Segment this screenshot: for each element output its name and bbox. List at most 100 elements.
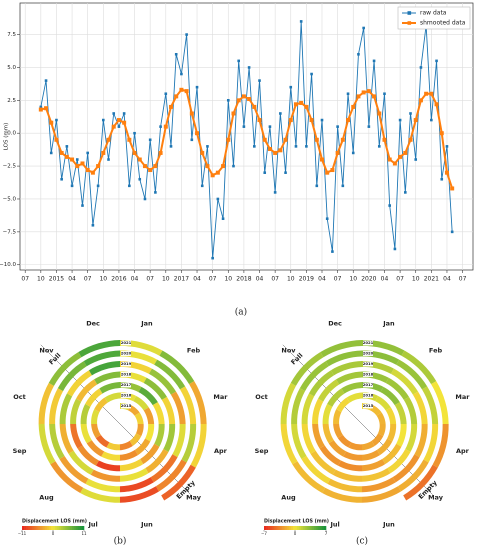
data-point: [206, 145, 209, 148]
data-point: [413, 118, 418, 123]
x-tick-label: 10: [224, 276, 232, 283]
x-tick-label: 07: [334, 276, 342, 283]
colorbar-cell: [40, 526, 43, 530]
colorbar-cell: [278, 526, 281, 530]
colorbar-cell: [67, 526, 70, 530]
month-label: Oct: [13, 393, 26, 401]
spiral-segment: [94, 397, 108, 413]
spiral-segment: [59, 456, 89, 484]
caption: (c): [356, 536, 368, 547]
spiral-segment: [77, 445, 99, 466]
year-label-bg: [121, 393, 131, 398]
colorbar-cell: [50, 526, 54, 530]
spiral-segment: [432, 424, 449, 468]
data-point: [383, 92, 386, 96]
x-tick-label: 2015: [49, 276, 64, 283]
data-point: [393, 247, 397, 251]
spiral-segment: [382, 443, 402, 465]
data-point: [153, 164, 158, 169]
data-point: [262, 137, 267, 142]
data-point: [38, 107, 43, 112]
spiral-segment: [385, 407, 397, 424]
data-point: [263, 171, 267, 174]
data-point: [169, 104, 173, 109]
spiral-segment: [91, 409, 100, 424]
spiral-segment: [99, 382, 120, 394]
spiral-segment: [385, 377, 409, 400]
data-point: [179, 87, 184, 92]
colorbar-tick-label: 0: [294, 531, 297, 536]
data-point: [351, 104, 356, 109]
spiral-segment: [291, 424, 307, 459]
spiral-segment: [310, 450, 336, 475]
spiral-segment: [387, 449, 411, 474]
spiral-segment: [333, 409, 342, 424]
caption: (a): [235, 307, 247, 318]
data-point: [142, 164, 147, 169]
data-point: [86, 151, 89, 155]
spiral-segment: [371, 433, 384, 446]
data-point: [377, 111, 382, 116]
colorbar-cell: [284, 526, 288, 530]
data-point: [398, 154, 403, 159]
x-tick-label: 04: [318, 276, 326, 283]
data-point: [122, 120, 127, 125]
colorbar-cell: [292, 526, 296, 530]
colorbar-tick-label: −7: [261, 531, 267, 536]
colorbar-cell: [280, 526, 283, 530]
colorbar-cell: [276, 526, 279, 530]
spiral-segment: [138, 386, 158, 406]
data-point: [434, 102, 439, 107]
spiral-segment: [337, 435, 352, 448]
colorbar-cell: [48, 526, 52, 530]
colorbar-tick-label: −11: [18, 531, 27, 536]
spiral-segment: [341, 382, 362, 394]
data-point: [85, 168, 90, 173]
data-point: [403, 150, 408, 155]
data-point: [445, 145, 449, 148]
colorbar-cell: [266, 526, 269, 530]
x-tick-label: 04: [131, 276, 139, 283]
data-point: [361, 90, 366, 95]
year-label: 2015: [363, 403, 374, 408]
data-point: [387, 157, 392, 162]
x-tick-label: 10: [99, 276, 107, 283]
colorbar-label: Displacement LOS (mm): [22, 519, 87, 525]
data-point: [138, 177, 142, 181]
colorbar-cell: [303, 526, 306, 530]
data-point: [288, 118, 293, 123]
colorbar-cell: [28, 526, 31, 530]
spiral-segment: [299, 361, 329, 392]
x-tick-label: 04: [256, 276, 264, 283]
data-point: [237, 59, 240, 63]
colorbar-cell: [264, 526, 267, 530]
data-point: [340, 137, 345, 142]
data-point: [216, 197, 220, 201]
spiral-segment: [327, 478, 362, 493]
x-tick-label: 04: [443, 276, 451, 283]
spiral-segment: [38, 424, 56, 465]
data-point: [440, 177, 444, 181]
data-point: [158, 150, 163, 155]
colorbar-tick-label: 7: [325, 531, 328, 536]
spiral-segment: [143, 407, 155, 424]
month-label: Aug: [281, 494, 296, 502]
colorbar-cell: [26, 526, 29, 530]
colorbar-tick-label: 11: [81, 531, 87, 536]
data-point: [284, 171, 287, 174]
data-point: [148, 138, 152, 142]
data-point: [55, 118, 58, 122]
colorbar-cell: [274, 526, 277, 530]
y-tick-label: −2.5: [3, 164, 17, 170]
year-label: 2016: [121, 393, 132, 398]
colorbar-cell: [295, 526, 298, 530]
colorbar-cell: [268, 526, 271, 530]
data-point: [226, 99, 230, 102]
data-point: [424, 91, 429, 96]
spiral-segment: [59, 424, 74, 454]
colorbar-cell: [290, 526, 294, 530]
spiral-segment: [376, 438, 393, 456]
colorbar-cell: [282, 526, 285, 530]
data-point: [122, 112, 126, 115]
data-point: [64, 154, 69, 159]
